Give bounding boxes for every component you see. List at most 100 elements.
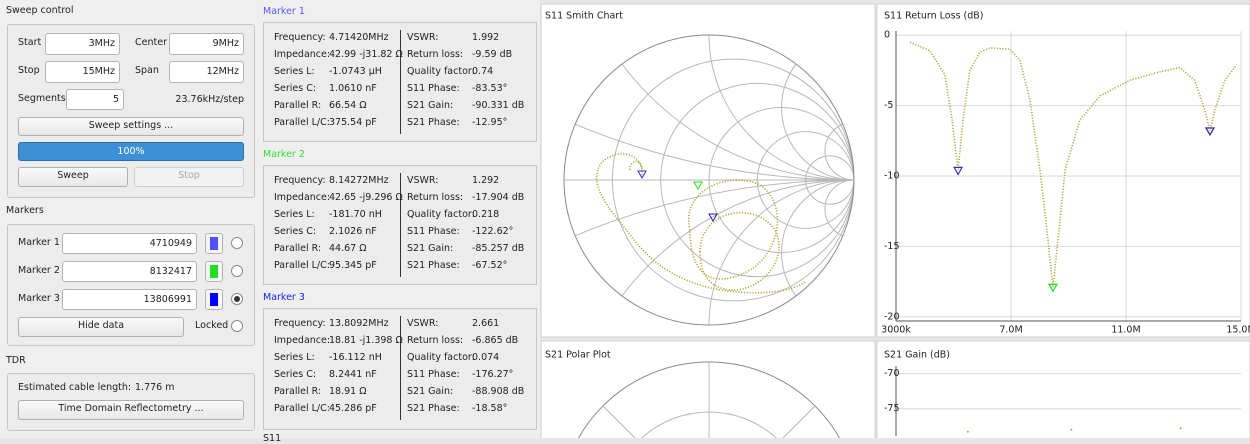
field-value: 1.292	[472, 175, 500, 186]
label: Span	[135, 65, 159, 76]
field-label: Frequency:	[274, 32, 326, 43]
field-value: -67.52°	[472, 260, 508, 271]
x-tick-label: 15.0M	[1226, 325, 1250, 336]
divider	[400, 173, 401, 277]
locked-toggle[interactable]	[231, 320, 243, 332]
field-label: S21 Gain:	[407, 100, 454, 111]
point	[1070, 428, 1073, 431]
center-input[interactable]: 9MHz	[169, 33, 244, 55]
marker-point	[1047, 283, 1059, 293]
field-value: 0.74	[472, 66, 494, 77]
field-value: 42.99 -j31.82 Ω	[329, 49, 403, 60]
marker-color-button[interactable]	[205, 261, 223, 282]
cable-length: 1.776 m	[135, 382, 175, 393]
hide-data-button[interactable]: Hide data	[18, 317, 184, 337]
trace	[909, 41, 1238, 288]
field-label: Quality factor:	[407, 66, 475, 77]
field-value: 8.14272MHz	[329, 175, 389, 186]
field-value: 2.661	[472, 318, 500, 329]
point	[1179, 427, 1182, 430]
marker-point	[1204, 127, 1215, 137]
field-value: -18.58°	[472, 403, 508, 414]
stop-input[interactable]: 15MHz	[45, 61, 120, 83]
field-label: Series C:	[274, 83, 317, 94]
field-label: Parallel R:	[274, 243, 322, 254]
marker-title: Marker 3	[263, 292, 305, 303]
field-label: Parallel L/C:	[274, 117, 330, 128]
field-value: -83.53°	[472, 83, 508, 94]
label: Locked	[195, 320, 229, 331]
chart-title: S11 Return Loss (dB)	[884, 11, 984, 22]
field-label: S21 Gain:	[407, 243, 454, 254]
field-label: Series C:	[274, 226, 317, 237]
marker-color-button[interactable]	[205, 233, 223, 254]
sweep-button[interactable]: Sweep	[18, 167, 128, 187]
field-value: 2.1026 nF	[329, 226, 377, 237]
x-tick-label: 7.0M	[999, 325, 1022, 336]
field-label: VSWR:	[407, 32, 439, 43]
group-title: TDR	[6, 355, 26, 366]
span-input[interactable]: 12MHz	[169, 61, 244, 83]
field-value: -176.27°	[472, 369, 514, 380]
smith-marker	[693, 181, 703, 191]
group-title: Sweep control	[6, 5, 74, 16]
sweep-settings-button[interactable]: Sweep settings ...	[18, 117, 244, 136]
marker-frequency-input[interactable]: 13806991	[62, 289, 197, 310]
field-value: -6.865 dB	[472, 335, 519, 346]
marker-color-button[interactable]	[205, 289, 223, 310]
reactance-arc	[824, 179, 854, 239]
return-loss-panel	[876, 3, 1250, 338]
field-value: -16.112 nH	[329, 352, 382, 363]
start-input[interactable]: 3MHz	[45, 33, 120, 55]
label: Center	[135, 37, 167, 48]
field-label: Parallel L/C:	[274, 403, 330, 414]
field-label: Return loss:	[407, 49, 464, 60]
field-label: Series L:	[274, 66, 315, 77]
stop-button[interactable]: Stop	[134, 167, 244, 187]
control-panel: Sweep control Start 3MHz Center 9MHz Sto…	[0, 0, 540, 444]
field-value: 4.71420MHz	[329, 32, 389, 43]
field-label: VSWR:	[407, 175, 439, 186]
group-title: Markers	[6, 205, 44, 216]
tdr-button[interactable]: Time Domain Reflectometry ...	[18, 400, 244, 420]
marker-title: Marker 2	[263, 149, 305, 160]
field-value: 45.286 pF	[329, 403, 377, 414]
field-label: Parallel R:	[274, 386, 322, 397]
field-label: Parallel R:	[274, 100, 322, 111]
marker-select[interactable]	[231, 293, 243, 305]
field-value: 66.54 Ω	[329, 100, 367, 111]
label: Stop	[18, 65, 40, 76]
field-label: Impedance:	[274, 335, 331, 346]
segments-input[interactable]: 5	[66, 89, 124, 110]
field-value: -90.331 dB	[472, 100, 525, 111]
field-value: -122.62°	[472, 226, 514, 237]
marker-title: Marker 1	[263, 6, 305, 17]
chart-title: S21 Polar Plot	[545, 350, 611, 361]
field-value: -1.0743 µH	[329, 66, 382, 77]
field-label: Impedance:	[274, 49, 331, 60]
marker-select[interactable]	[231, 265, 243, 277]
field-label: Return loss:	[407, 192, 464, 203]
field-value: 0.074	[472, 352, 500, 363]
field-label: S21 Gain:	[407, 386, 454, 397]
divider	[400, 30, 401, 134]
marker-frequency-input[interactable]: 4710949	[62, 233, 197, 254]
field-label: Return loss:	[407, 335, 464, 346]
label: Marker 1	[18, 237, 60, 248]
field-value: 42.65 -j9.296 Ω	[329, 192, 403, 203]
field-label: Quality factor:	[407, 352, 475, 363]
marker-frequency-input[interactable]: 8132417	[62, 261, 197, 282]
label: Segments	[18, 93, 66, 104]
field-value: 1.0610 nF	[329, 83, 377, 94]
reactance-arc	[824, 121, 854, 181]
field-label: VSWR:	[407, 318, 439, 329]
field-value: 375.54 pF	[329, 117, 377, 128]
reactance-arc	[781, 179, 854, 325]
y-tick-label: -70	[884, 368, 900, 379]
field-label: S21 Phase:	[407, 117, 460, 128]
marker-select[interactable]	[231, 237, 243, 249]
label: Marker 2	[18, 265, 60, 276]
y-tick-label: -10	[884, 171, 900, 182]
field-label: S11 Phase:	[407, 83, 460, 94]
marker-color	[210, 237, 218, 250]
